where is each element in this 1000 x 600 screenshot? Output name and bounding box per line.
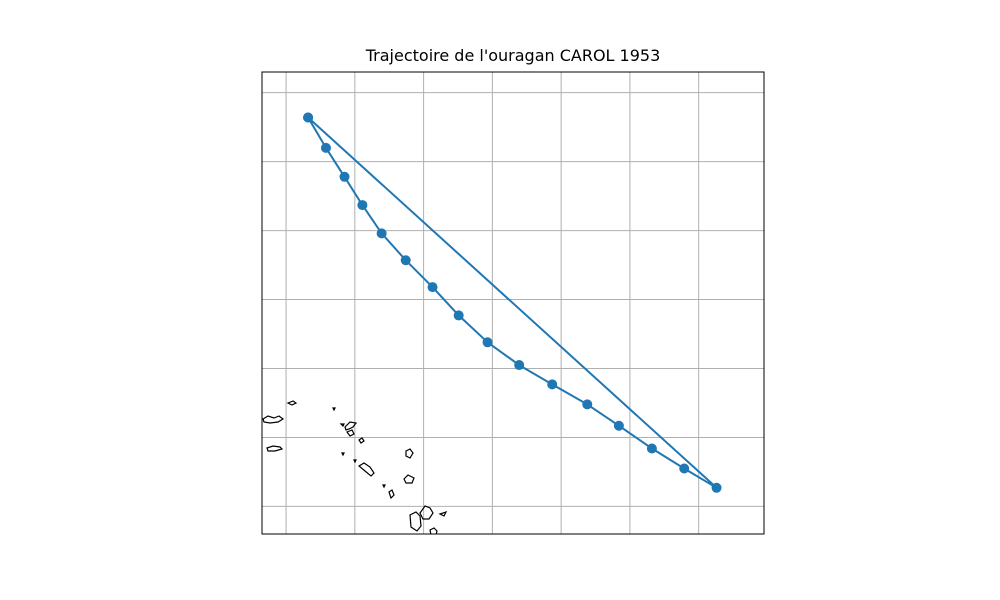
track-point <box>453 310 464 321</box>
track-point <box>514 360 525 371</box>
coast-island <box>344 421 358 431</box>
coast-island <box>286 400 298 406</box>
track-point <box>582 399 593 410</box>
coast-island <box>357 462 375 477</box>
coast-island <box>429 527 438 534</box>
track-point <box>482 337 493 348</box>
coast-island <box>405 448 414 459</box>
coast-island <box>358 437 365 444</box>
track-point <box>547 379 558 390</box>
track-point <box>711 482 722 493</box>
coast-island <box>388 489 395 500</box>
track-point <box>613 420 624 431</box>
track-point <box>400 255 411 266</box>
coast-island <box>339 423 345 428</box>
track-point <box>357 200 368 211</box>
track-point <box>376 228 387 239</box>
coast-island <box>262 415 285 424</box>
track-point <box>679 463 690 474</box>
coast-island <box>382 484 386 489</box>
coast-island <box>353 459 357 464</box>
coast-island <box>409 511 422 532</box>
coast-island <box>346 429 355 437</box>
track-point <box>320 142 331 153</box>
map-frame <box>261 71 765 535</box>
coast-island <box>332 407 336 412</box>
coast-island <box>403 474 415 484</box>
track-point <box>646 443 657 454</box>
coast-island <box>419 505 434 520</box>
coast-island <box>341 452 345 457</box>
coast-island <box>266 445 284 452</box>
coast-island <box>438 510 448 517</box>
map-title: Trajectoire de l'ouragan CAROL 1953 <box>365 46 661 65</box>
hurricane-track <box>303 112 722 493</box>
track-point <box>303 112 314 123</box>
track-point <box>339 171 350 182</box>
coastlines <box>262 400 448 534</box>
track-point <box>427 282 438 293</box>
graticule <box>262 72 764 534</box>
